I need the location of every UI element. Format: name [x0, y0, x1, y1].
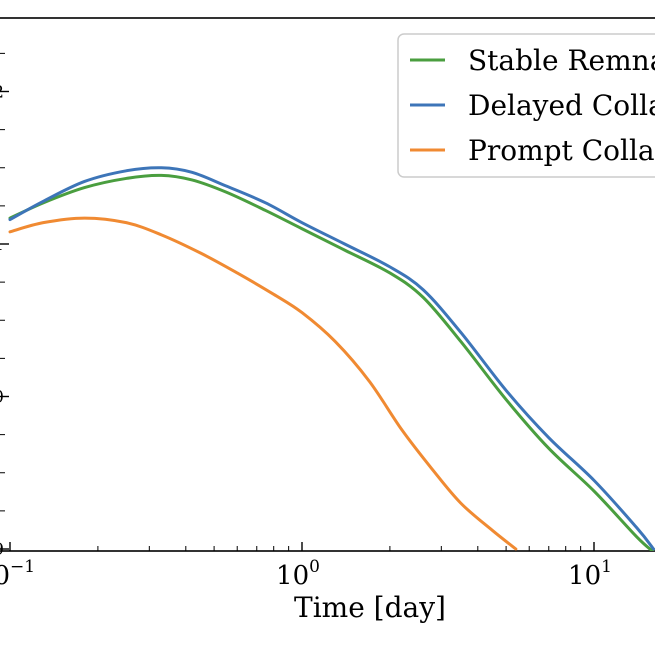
y-tick-label: 9 [0, 540, 4, 560]
x-tick-exponent: 1 [601, 557, 612, 577]
series-line-2 [8, 166, 655, 551]
y-tick-label: 2 [0, 83, 4, 103]
legend: Stable Remna Delayed Colla Prompt Colla [397, 33, 655, 178]
x-tick-label: 10−1 [0, 557, 35, 591]
x-axis-label: Time [day] [294, 591, 446, 624]
series-line-1 [8, 173, 655, 551]
x-tick-exponent: 0 [309, 557, 320, 577]
y-tick-label: 0 [0, 388, 4, 408]
y-tick-label: 1 [0, 235, 4, 255]
series-line-3 [8, 216, 518, 551]
legend-label-3: Prompt Colla [468, 134, 655, 167]
series-lines [8, 166, 655, 551]
x-tick-exponent: −1 [10, 557, 35, 577]
x-tick-label: 100 [276, 557, 320, 591]
legend-box [397, 33, 655, 178]
legend-label-2: Delayed Colla [468, 89, 655, 122]
x-tick-label: 101 [568, 557, 612, 591]
legend-label-1: Stable Remna [468, 44, 655, 77]
plot-frame [0, 17, 655, 552]
